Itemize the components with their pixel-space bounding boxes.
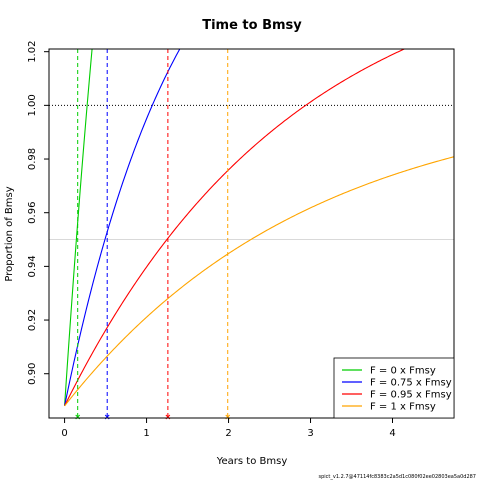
plot-area	[49, 49, 454, 420]
legend-label: F = 0.95 x Fmsy	[370, 390, 452, 401]
version-footnote: spict_v1.2.7@47114fc8383c2a5d1c080f02ee0…	[319, 474, 477, 480]
series-line-2	[64, 49, 181, 407]
x-axis-label: Years to Bmsy	[216, 456, 288, 467]
reference-lines	[49, 104, 454, 241]
legend-item-4: F = 1 x Fmsy	[342, 402, 436, 413]
y-tick-label-6: 1.02	[27, 41, 38, 63]
legend-label: F = 0.75 x Fmsy	[370, 378, 452, 389]
legend-item-1: F = 0 x Fmsy	[342, 366, 436, 377]
legend-box	[333, 357, 455, 419]
legend-item-3: F = 0.95 x Fmsy	[342, 390, 452, 401]
y-tick-label-3: 0.96	[27, 202, 38, 224]
plot-border	[48, 48, 455, 419]
x-tick-label-0: 0	[61, 428, 67, 439]
legend-label: F = 0 x Fmsy	[370, 366, 436, 377]
chart-title: Time to Bmsy	[202, 18, 302, 33]
y-tick-label-4: 0.98	[27, 148, 38, 170]
series-line-4	[64, 156, 454, 407]
series-line-1	[64, 49, 93, 406]
y-tick-label-1: 0.92	[27, 309, 38, 331]
y-axis-label: Proportion of Bmsy	[4, 186, 15, 281]
x-tick-label-4: 4	[389, 428, 395, 439]
legend-item-2: F = 0.75 x Fmsy	[342, 378, 452, 389]
y-axis: 0.90 0.92 0.94 0.96 0.98 1.00 1.02	[27, 41, 49, 385]
time-to-threshold-lines	[77, 49, 229, 418]
x-tick-label-3: 3	[307, 428, 313, 439]
series-lines	[64, 49, 454, 407]
x-tick-label-2: 2	[225, 428, 231, 439]
x-tick-label-1: 1	[143, 428, 149, 439]
y-tick-label-0: 0.90	[27, 363, 38, 385]
y-tick-label-2: 0.94	[27, 255, 38, 277]
series-line-3	[64, 49, 406, 407]
legend-label: F = 1 x Fmsy	[370, 402, 436, 413]
x-axis: 0 1 2 3 4	[61, 418, 396, 439]
y-tick-label-5: 1.00	[27, 94, 38, 116]
